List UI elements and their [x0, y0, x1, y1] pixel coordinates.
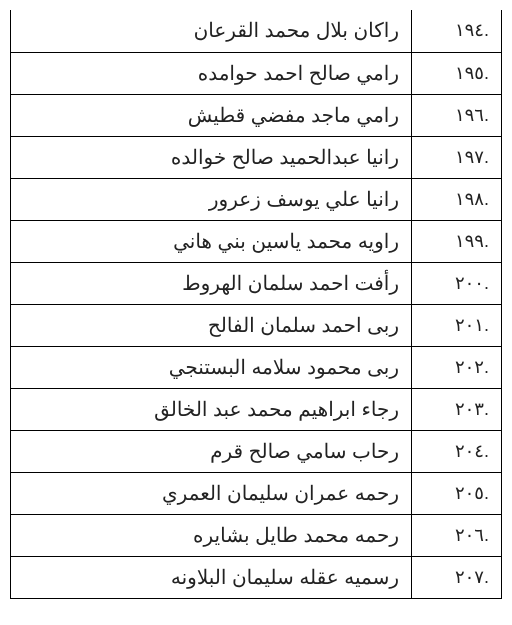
row-number: .١٩٦ — [412, 94, 502, 136]
row-number: .٢٠٣ — [412, 388, 502, 430]
table-row: .١٩٨رانيا علي يوسف زعرور — [11, 178, 502, 220]
names-table: .١٩٤راكان بلال محمد القرعان.١٩٥رامي صالح… — [10, 10, 502, 599]
row-number: .٢٠٤ — [412, 430, 502, 472]
table-row: .٢٠٦رحمه محمد طايل بشايره — [11, 514, 502, 556]
table-row: .٢٠٣رجاء ابراهيم محمد عبد الخالق — [11, 388, 502, 430]
row-number: .١٩٥ — [412, 52, 502, 94]
row-number: .١٩٧ — [412, 136, 502, 178]
table-row: .١٩٤راكان بلال محمد القرعان — [11, 10, 502, 52]
row-number: .٢٠٠ — [412, 262, 502, 304]
row-name: راكان بلال محمد القرعان — [11, 10, 412, 52]
row-name: رامي صالح احمد حوامده — [11, 52, 412, 94]
row-name: رجاء ابراهيم محمد عبد الخالق — [11, 388, 412, 430]
row-number: .١٩٨ — [412, 178, 502, 220]
table-row: .٢٠٥رحمه عمران سليمان العمري — [11, 472, 502, 514]
row-name: ربى محمود سلامه البستنجي — [11, 346, 412, 388]
table-row: .١٩٩راويه محمد ياسين بني هاني — [11, 220, 502, 262]
row-number: .٢٠٦ — [412, 514, 502, 556]
row-name: رانيا عبدالحميد صالح خوالده — [11, 136, 412, 178]
row-name: رحمه عمران سليمان العمري — [11, 472, 412, 514]
row-name: راويه محمد ياسين بني هاني — [11, 220, 412, 262]
row-number: .١٩٤ — [412, 10, 502, 52]
row-number: .٢٠٧ — [412, 556, 502, 598]
table-row: .٢٠٢ربى محمود سلامه البستنجي — [11, 346, 502, 388]
table-body: .١٩٤راكان بلال محمد القرعان.١٩٥رامي صالح… — [11, 10, 502, 598]
row-name: رأفت احمد سلمان الهروط — [11, 262, 412, 304]
row-number: .٢٠٢ — [412, 346, 502, 388]
table-row: .٢٠١ربى احمد سلمان الفالح — [11, 304, 502, 346]
row-name: رحاب سامي صالح قرم — [11, 430, 412, 472]
row-name: رانيا علي يوسف زعرور — [11, 178, 412, 220]
row-name: رسميه عقله سليمان البلاونه — [11, 556, 412, 598]
row-number: .١٩٩ — [412, 220, 502, 262]
table-row: .١٩٥رامي صالح احمد حوامده — [11, 52, 502, 94]
table-row: .١٩٧رانيا عبدالحميد صالح خوالده — [11, 136, 502, 178]
row-name: ربى احمد سلمان الفالح — [11, 304, 412, 346]
row-name: رامي ماجد مفضي قطيش — [11, 94, 412, 136]
row-name: رحمه محمد طايل بشايره — [11, 514, 412, 556]
table-row: .٢٠٠رأفت احمد سلمان الهروط — [11, 262, 502, 304]
row-number: .٢٠٥ — [412, 472, 502, 514]
row-number: .٢٠١ — [412, 304, 502, 346]
table-row: .٢٠٤رحاب سامي صالح قرم — [11, 430, 502, 472]
table-row: .٢٠٧رسميه عقله سليمان البلاونه — [11, 556, 502, 598]
table-row: .١٩٦رامي ماجد مفضي قطيش — [11, 94, 502, 136]
